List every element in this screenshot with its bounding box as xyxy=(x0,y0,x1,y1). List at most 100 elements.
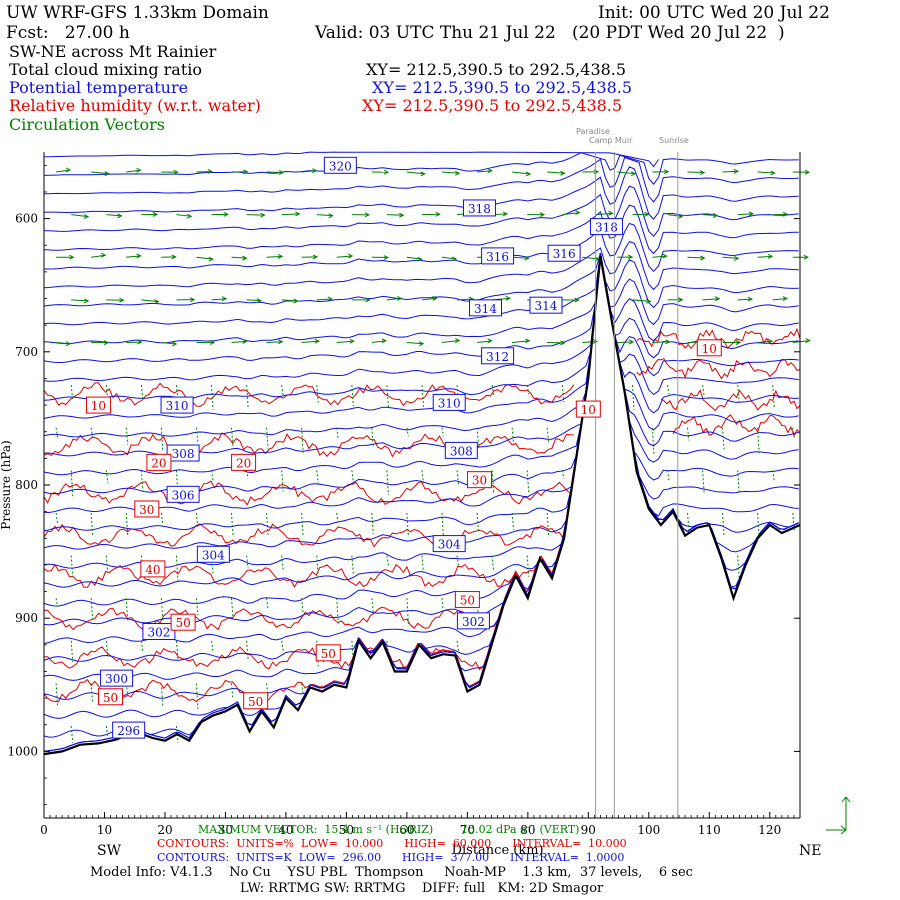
theta-label: 296 xyxy=(117,724,140,738)
circulation-vector xyxy=(211,470,214,481)
rh-contour-info: CONTOURS: UNITS=% LOW= 10.000 HIGH= 60.0… xyxy=(157,837,627,850)
circulation-vector xyxy=(456,640,460,652)
circulation-vector-head xyxy=(804,169,811,175)
axes: 0 10 20 30 40 50 60 70 80 90 100 110 120 600 700 800 900… xyxy=(0,164,801,858)
model-info: Model Info: V4.1.3 No Cu YSU PBL Thompso… xyxy=(90,865,693,880)
circulation-vector-head xyxy=(487,338,493,344)
x-tick-label: 50 xyxy=(339,823,354,837)
theta-isentrope xyxy=(43,253,799,345)
theta-label-box xyxy=(589,218,623,236)
circulation-vector xyxy=(772,298,787,301)
circulation-vector xyxy=(702,385,705,397)
circulation-vector xyxy=(757,512,760,539)
circulation-vector-head xyxy=(136,167,142,173)
circulation-vector-head xyxy=(103,340,110,346)
circulation-vector xyxy=(336,340,354,343)
circulation-vector xyxy=(211,640,214,653)
circulation-vector-head xyxy=(119,297,125,303)
circulation-vector-head xyxy=(209,339,216,345)
circulation-vector xyxy=(562,212,580,216)
circulation-vector-head xyxy=(770,170,776,176)
theta-label-box xyxy=(469,299,503,317)
circulation-vector xyxy=(161,341,177,345)
terrain-line xyxy=(43,255,801,756)
circulation-vector-head xyxy=(767,253,774,259)
rh-contour xyxy=(43,470,575,631)
theta-isentrope xyxy=(43,253,799,309)
circulation-vector-head xyxy=(347,253,354,259)
legend-vectors-label: Circulation Vectors xyxy=(9,115,165,134)
circulation-vector xyxy=(266,255,283,258)
circulation-vector-head xyxy=(243,169,249,175)
circulation-vector-head xyxy=(539,212,546,218)
circulation-vector xyxy=(301,427,304,453)
rh-label-box xyxy=(696,339,722,357)
theta-label-box xyxy=(432,393,466,411)
circulation-vector xyxy=(511,512,515,530)
circulation-vector xyxy=(757,427,760,454)
circulation-vector xyxy=(105,555,109,574)
valid-time: Valid: 03 UTC Thu 21 Jul 22 (20 PDT Wed … xyxy=(315,23,785,43)
circulation-vector-head xyxy=(171,341,178,347)
circulation-vector xyxy=(70,385,74,400)
circulation-vector-head xyxy=(662,253,668,259)
circulation-vector xyxy=(55,683,59,708)
circulation-vector xyxy=(582,256,600,260)
circulation-vector xyxy=(351,640,354,661)
circulation-vector xyxy=(512,256,529,259)
rh-label: 10 xyxy=(581,403,596,417)
theta-label-box xyxy=(166,485,200,503)
rh-contour xyxy=(43,382,575,407)
circulation-vector xyxy=(316,298,332,301)
circulation-vector xyxy=(246,470,249,479)
x-tick-label: 20 xyxy=(157,823,172,837)
circulation-vector xyxy=(336,255,353,258)
circulation-vector xyxy=(105,470,109,484)
circulation-vector xyxy=(140,640,144,652)
site-label-paradise: Paradise xyxy=(576,127,610,136)
circulation-vector xyxy=(211,298,227,301)
circulation-vector xyxy=(90,598,94,620)
rh-contour xyxy=(660,389,801,412)
circulation-vector xyxy=(476,427,480,445)
theta-label-box xyxy=(456,612,490,630)
rh-label: 10 xyxy=(91,399,106,413)
circulation-vector xyxy=(230,598,234,618)
rh-label: 20 xyxy=(151,456,166,470)
circulation-vector-head xyxy=(608,210,614,216)
circulation-vector-head xyxy=(152,211,159,217)
x-tick-label: 90 xyxy=(581,823,596,837)
theta-label: 316 xyxy=(486,250,509,264)
circulation-vector xyxy=(140,385,144,400)
circulation-vector xyxy=(266,341,283,343)
circulation-vector-head xyxy=(83,214,90,220)
circulation-vector-head xyxy=(524,255,530,261)
circulation-vector-head xyxy=(399,212,405,218)
circulation-vector xyxy=(441,427,444,437)
circulation-vector xyxy=(406,598,409,624)
circulation-vector xyxy=(246,555,249,569)
circulation-vector xyxy=(421,297,437,301)
circulation-vector-head xyxy=(628,339,635,345)
circulation-vector xyxy=(106,214,122,217)
theta-label: 300 xyxy=(105,672,128,686)
rh-contour xyxy=(43,432,574,458)
rh-label-box xyxy=(140,560,166,578)
circulation-vector xyxy=(230,683,234,700)
contour-labels: 296 300 302 302 304 304 306 308 308 310 310 312 314 3… xyxy=(85,156,722,739)
theta-label-box xyxy=(166,444,200,462)
circulation-vector xyxy=(55,598,59,607)
theta-label-box xyxy=(323,156,357,174)
circulation-vector xyxy=(687,512,690,531)
theta-isentrope xyxy=(43,253,799,476)
circulation-vector xyxy=(316,214,333,217)
theta-isentrope xyxy=(43,152,799,186)
circulation-vector xyxy=(406,171,425,175)
circulation-vector-head xyxy=(260,212,266,218)
theta-isentrope xyxy=(43,253,799,514)
rh-label-box xyxy=(85,396,111,414)
theta-label: 312 xyxy=(486,350,509,364)
x-tick-label: 120 xyxy=(758,823,781,837)
circulation-vector-head xyxy=(295,211,301,217)
circulation-vector xyxy=(231,256,247,259)
